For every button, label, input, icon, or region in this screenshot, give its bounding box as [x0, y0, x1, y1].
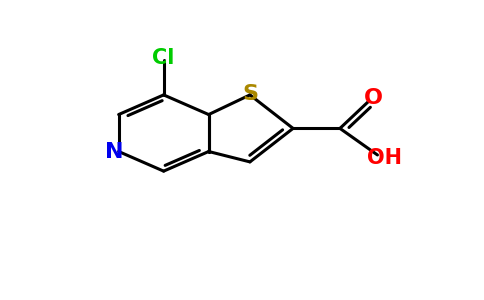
Text: Cl: Cl — [152, 48, 175, 68]
Text: OH: OH — [367, 148, 403, 168]
Text: O: O — [364, 88, 383, 108]
Text: S: S — [242, 84, 258, 104]
Text: N: N — [105, 142, 123, 161]
